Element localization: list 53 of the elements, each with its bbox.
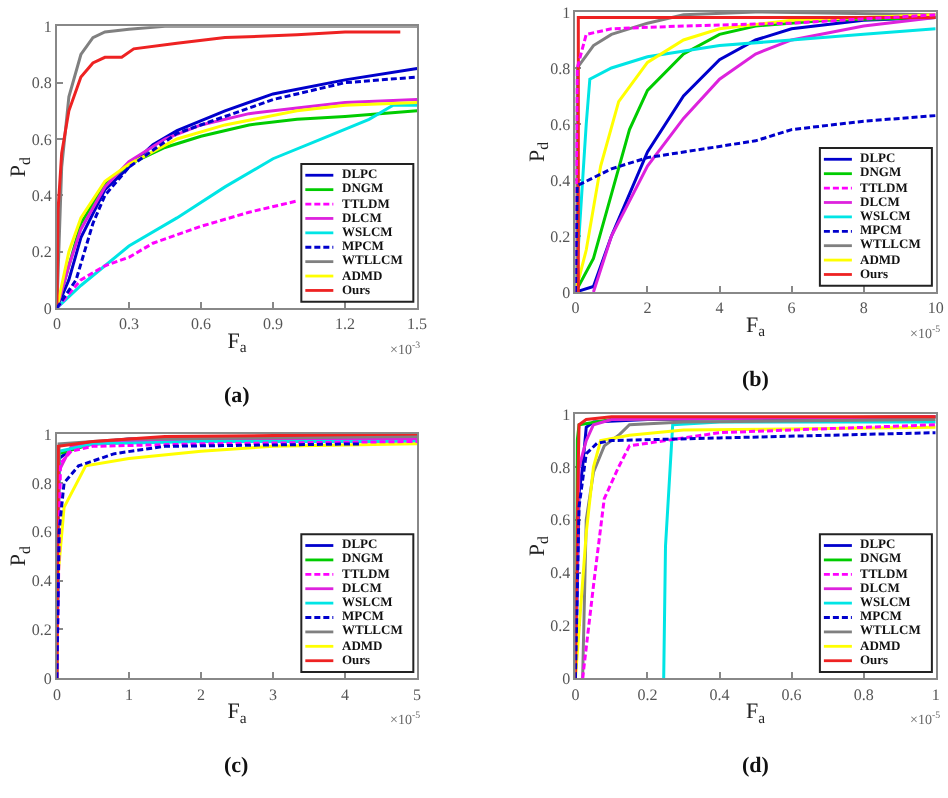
y-tick-label: 1 (43, 17, 52, 36)
x-axis-title: F$_{a}$ (227, 699, 248, 727)
text: (d) (742, 754, 770, 778)
line-series (56, 199, 299, 309)
line-series (662, 420, 936, 679)
y-tick-label: 0.8 (550, 59, 571, 78)
y-tick-label: 0 (562, 283, 571, 302)
x-tick-label: 2 (196, 685, 205, 704)
y-tick-label: 0.6 (550, 511, 571, 530)
x-tick-label: 1 (931, 685, 940, 704)
x-tick-label: 3 (269, 685, 278, 704)
x-tick-label: 0.4 (709, 685, 730, 704)
y-tick-label: 0.2 (550, 617, 571, 636)
y-tick-label: 1 (562, 405, 571, 424)
y-tick-label: 0.2 (31, 621, 52, 640)
x-tick-label: 0.3 (118, 315, 139, 334)
y-tick-label: 0.8 (550, 458, 571, 477)
y-tick-label: 0.4 (550, 564, 571, 583)
y-tick-label: 0.4 (31, 186, 52, 205)
y-tick-label: 0 (562, 669, 571, 688)
x-tick-label: 1.2 (335, 315, 356, 334)
x-axis-title: F$_{a}$ (746, 313, 767, 341)
text: (c) (224, 754, 250, 778)
y-tick-label: 1 (562, 3, 571, 22)
y-tick-label: 0.6 (31, 130, 52, 149)
x-tick-label: 1 (124, 685, 133, 704)
x-tick-label: 8 (859, 299, 868, 318)
x-tick-label: 0.8 (853, 685, 874, 704)
x-tick-label: 0.9 (263, 315, 284, 334)
y-tick-label: 0.6 (550, 115, 571, 134)
x-tick-label: 5 (413, 685, 422, 704)
y-tick-label: 1 (43, 425, 52, 444)
y-tick-label: 0.2 (31, 243, 52, 262)
x-tick-label: 4 (715, 299, 724, 318)
y-tick-label: 0.4 (31, 572, 52, 591)
x-tick-label: 0.6 (190, 315, 211, 334)
text: (a) (224, 384, 251, 408)
x-tick-label: 4 (341, 685, 350, 704)
x-tick-label: 1.5 (407, 315, 428, 334)
y-tick-label: 0.8 (31, 74, 52, 93)
x-tick-label: 10 (927, 299, 944, 318)
y-tick-label: 0.2 (550, 227, 571, 246)
text: (b) (742, 368, 770, 392)
y-tick-label: 0.4 (550, 171, 571, 190)
x-tick-label: 2 (643, 299, 652, 318)
y-tick-label: 0.8 (31, 474, 52, 493)
y-tick-label: 0.6 (31, 523, 52, 542)
x-axis-title: F$_{a}$ (227, 329, 248, 357)
y-tick-label: 0 (43, 669, 52, 688)
x-axis-title: F$_{a}$ (746, 699, 767, 727)
x-tick-label: 6 (787, 299, 796, 318)
x-tick-label: 0.2 (637, 685, 658, 704)
x-tick-label: 0.6 (781, 685, 802, 704)
